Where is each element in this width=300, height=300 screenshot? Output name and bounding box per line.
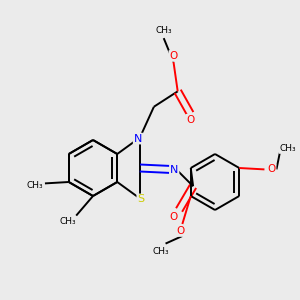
Text: O: O bbox=[186, 115, 194, 125]
Text: N: N bbox=[170, 165, 178, 176]
Text: O: O bbox=[169, 212, 177, 222]
Text: CH₃: CH₃ bbox=[155, 26, 172, 34]
Text: S: S bbox=[137, 194, 145, 205]
Text: CH₃: CH₃ bbox=[152, 247, 169, 256]
Text: CH₃: CH₃ bbox=[280, 144, 296, 153]
Text: CH₃: CH₃ bbox=[60, 217, 76, 226]
Text: CH₃: CH₃ bbox=[27, 181, 43, 190]
Text: O: O bbox=[267, 164, 276, 174]
Text: O: O bbox=[169, 51, 178, 61]
Text: N: N bbox=[134, 134, 142, 143]
Text: O: O bbox=[176, 226, 184, 236]
